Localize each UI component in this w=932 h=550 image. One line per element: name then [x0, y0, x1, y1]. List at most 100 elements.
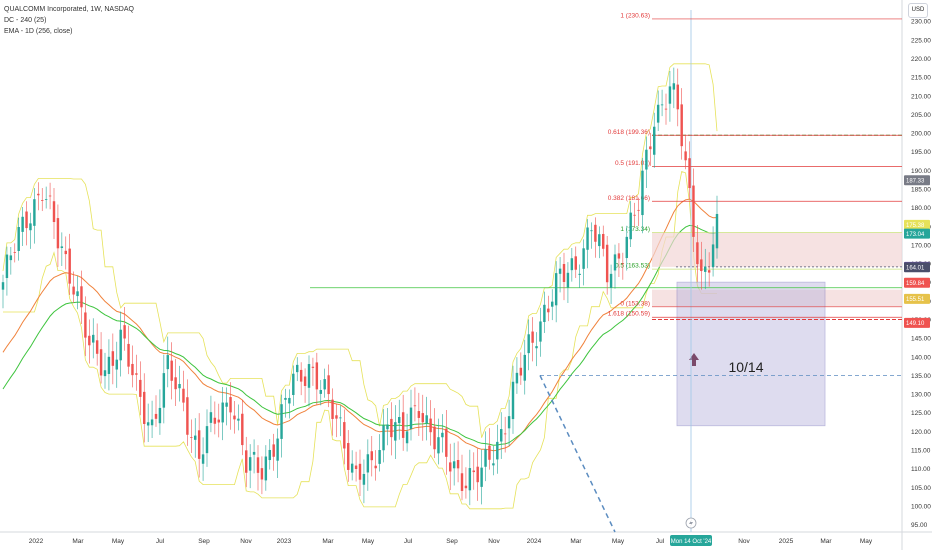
candle: [413, 387, 417, 422]
candle-body: [692, 185, 695, 237]
candle: [515, 357, 519, 394]
candle-body: [515, 372, 519, 384]
x-tick-label: Mar: [322, 538, 334, 545]
candle: [197, 413, 201, 478]
candle: [72, 271, 75, 304]
candle-body: [354, 465, 358, 469]
candle: [256, 445, 260, 491]
candle-body: [44, 199, 48, 200]
candle-body: [398, 417, 401, 424]
indicator-donchian[interactable]: DC - 240 (25): [4, 17, 47, 24]
candle-body: [696, 242, 699, 265]
candle-body: [358, 463, 362, 480]
candle-body: [617, 253, 621, 259]
candle: [641, 157, 644, 234]
candle-body: [688, 158, 691, 189]
candle: [551, 289, 554, 321]
candle-body: [656, 104, 660, 123]
candle: [354, 451, 358, 482]
candle-body: [433, 426, 436, 450]
candle-body: [519, 367, 523, 376]
candle-body: [382, 425, 385, 451]
x-tick-label: May: [112, 538, 125, 545]
candle-body: [92, 334, 95, 343]
candle-body: [323, 379, 326, 390]
candle-body: [178, 383, 181, 389]
y-tick-label: 95.00: [911, 522, 928, 529]
candle: [480, 449, 483, 505]
candle: [205, 409, 209, 467]
candle-body: [441, 432, 444, 438]
y-tick-label: 225.00: [911, 37, 931, 44]
candle: [99, 332, 103, 384]
candle-body: [119, 329, 122, 361]
x-tick-label: Jul: [404, 538, 413, 545]
candle: [264, 445, 268, 491]
candle: [382, 409, 385, 463]
candle: [288, 389, 291, 419]
y-tick-label: 135.00: [911, 373, 931, 380]
candle-body: [680, 104, 683, 147]
candle: [60, 232, 64, 266]
candle: [374, 450, 377, 481]
candle-body: [174, 377, 177, 390]
candle-body: [523, 354, 526, 381]
candle: [245, 436, 248, 488]
candle: [343, 409, 346, 465]
candle-body: [225, 402, 228, 407]
candle: [252, 439, 256, 474]
candle-body: [613, 254, 617, 271]
fib-level-label: 0.5 (163.53): [615, 263, 650, 270]
candle: [319, 380, 322, 406]
candle: [664, 93, 668, 125]
candle: [676, 68, 679, 127]
candle-body: [594, 224, 597, 242]
candle: [566, 262, 570, 303]
currency-button[interactable]: USD: [908, 3, 928, 18]
candle: [456, 441, 460, 483]
candle: [139, 361, 142, 416]
price-tag-label: 155.51: [906, 297, 925, 303]
candle-body: [464, 485, 468, 489]
price-tag-label: 187.33: [906, 178, 925, 184]
x-tick-label: Sep: [446, 538, 458, 545]
y-tick-label: 185.00: [911, 186, 931, 193]
y-tick-label: 115.00: [911, 447, 931, 454]
candle-body: [500, 429, 503, 442]
candle: [339, 405, 342, 437]
candle: [672, 67, 676, 109]
candle: [52, 188, 56, 240]
candle: [213, 401, 217, 435]
candle: [347, 430, 350, 482]
indicator-ema[interactable]: EMA - 1D (256, close): [4, 28, 73, 35]
candle-body: [241, 413, 244, 446]
candle: [350, 450, 354, 481]
candle-body: [660, 104, 664, 106]
candle-body: [347, 443, 350, 470]
y-tick-label: 100.00: [911, 503, 931, 510]
candle-body: [284, 397, 287, 400]
candle: [488, 428, 491, 470]
candle-body: [80, 286, 83, 308]
candle-body: [76, 291, 79, 297]
x-tick-label: May: [362, 538, 375, 545]
candle-body: [554, 273, 558, 306]
symbol-title[interactable]: QUALCOMM Incorporated, 1W, NASDAQ: [4, 6, 134, 13]
candle-body: [280, 404, 283, 439]
candle-body: [21, 216, 24, 232]
candle: [135, 354, 138, 391]
date-badge-label: Mon 14 Oct '24: [671, 539, 712, 545]
candle-body: [25, 211, 28, 229]
y-tick-label: 215.00: [911, 75, 931, 82]
candle: [668, 71, 672, 122]
candle-body: [472, 470, 475, 473]
candle: [417, 392, 421, 437]
candle-body: [633, 214, 636, 216]
candle: [315, 352, 319, 405]
candle-body: [653, 126, 656, 155]
candle-body: [84, 312, 87, 338]
candle-body: [299, 369, 303, 382]
candle-body: [496, 441, 499, 460]
